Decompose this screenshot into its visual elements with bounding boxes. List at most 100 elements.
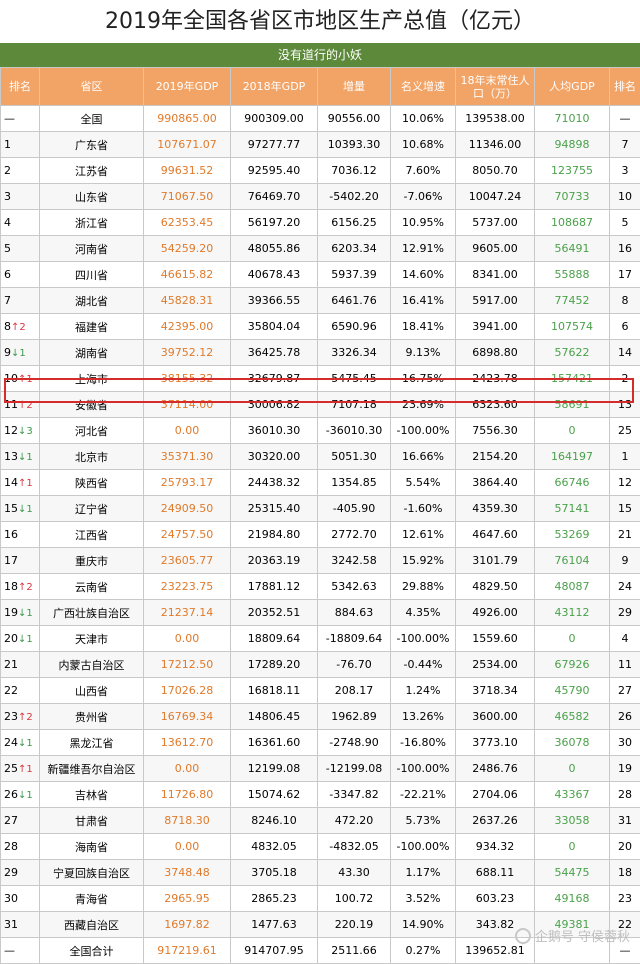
cell-population: 139538.00: [456, 106, 535, 132]
rank-value: 25: [4, 762, 18, 775]
cell-population: 4647.60: [456, 522, 535, 548]
cell-growth-rate: 1.17%: [391, 860, 456, 886]
cell-rank: 14↑1: [1, 470, 40, 496]
header-gdp-2019[interactable]: 2019年GDP: [144, 68, 231, 106]
cell-gdp-2019: 8718.30: [144, 808, 231, 834]
cell-population: 6898.80: [456, 340, 535, 366]
cell-gdp-2018: 36425.78: [231, 340, 318, 366]
header-rank[interactable]: 排名: [1, 68, 40, 106]
cell-region: 内蒙古自治区: [40, 652, 144, 678]
cell-rank: 15↓1: [1, 496, 40, 522]
cell-region: 重庆市: [40, 548, 144, 574]
cell-increase: 43.30: [318, 860, 391, 886]
cell-gdp-2019: 3748.48: [144, 860, 231, 886]
cell-gdp-2019: 0.00: [144, 834, 231, 860]
cell-gdp-2019: 23223.75: [144, 574, 231, 600]
cell-population: 4359.30: [456, 496, 535, 522]
cell-region: 全国: [40, 106, 144, 132]
cell-per-capita-rank: 25: [610, 418, 640, 444]
cell-gdp-2018: 92595.40: [231, 158, 318, 184]
cell-gdp-2019: 17212.50: [144, 652, 231, 678]
cell-per-capita-gdp: 94898: [535, 132, 610, 158]
header-per-capita-rank[interactable]: 排名: [610, 68, 640, 106]
cell-gdp-2019: 11726.80: [144, 782, 231, 808]
cell-growth-rate: 5.54%: [391, 470, 456, 496]
cell-region: 福建省: [40, 314, 144, 340]
cell-growth-rate: 9.13%: [391, 340, 456, 366]
header-increase[interactable]: 增量: [318, 68, 391, 106]
header-per-capita-gdp[interactable]: 人均GDP: [535, 68, 610, 106]
rank-value: 26: [4, 788, 18, 801]
rank-value: 18: [4, 580, 18, 593]
header-gdp-2018[interactable]: 2018年GDP: [231, 68, 318, 106]
rank-change: 2: [26, 712, 32, 723]
cell-per-capita-gdp: 77452: [535, 288, 610, 314]
cell-population: 8341.00: [456, 262, 535, 288]
rank-value: 7: [4, 294, 11, 307]
cell-growth-rate: 14.90%: [391, 912, 456, 938]
cell-rank: 10↑1: [1, 366, 40, 392]
cell-increase: 1354.85: [318, 470, 391, 496]
cell-region: 甘肃省: [40, 808, 144, 834]
cell-region: 湖南省: [40, 340, 144, 366]
cell-growth-rate: 15.92%: [391, 548, 456, 574]
cell-gdp-2018: 56197.20: [231, 210, 318, 236]
header-region[interactable]: 省区: [40, 68, 144, 106]
header-growth-rate[interactable]: 名义增速: [391, 68, 456, 106]
cell-per-capita-gdp: 54475: [535, 860, 610, 886]
cell-per-capita-gdp: 45790: [535, 678, 610, 704]
cell-population: 3864.40: [456, 470, 535, 496]
cell-rank: 18↑2: [1, 574, 40, 600]
cell-per-capita-rank: 21: [610, 522, 640, 548]
cell-gdp-2018: 97277.77: [231, 132, 318, 158]
cell-gdp-2018: 39366.55: [231, 288, 318, 314]
cell-region: 广西壮族自治区: [40, 600, 144, 626]
cell-population: 4926.00: [456, 600, 535, 626]
cell-gdp-2018: 17289.20: [231, 652, 318, 678]
cell-per-capita-rank: 29: [610, 600, 640, 626]
penguin-logo-icon: [515, 928, 531, 944]
cell-gdp-2019: 16769.34: [144, 704, 231, 730]
cell-increase: 1962.89: [318, 704, 391, 730]
cell-per-capita-rank: 15: [610, 496, 640, 522]
cell-region: 江苏省: [40, 158, 144, 184]
header-population[interactable]: 18年末常住人口（万）: [456, 68, 535, 106]
cell-growth-rate: 16.41%: [391, 288, 456, 314]
cell-gdp-2018: 8246.10: [231, 808, 318, 834]
cell-gdp-2019: 0.00: [144, 418, 231, 444]
rank-value: 21: [4, 658, 18, 671]
cell-region: 天津市: [40, 626, 144, 652]
cell-per-capita-gdp: 70733: [535, 184, 610, 210]
